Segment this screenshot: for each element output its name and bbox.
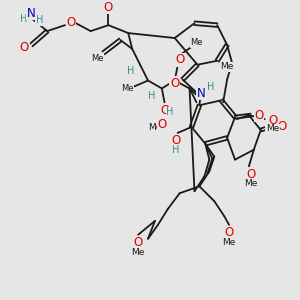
Text: Me: Me: [121, 84, 134, 93]
Text: H: H: [20, 14, 27, 24]
Text: Me: Me: [244, 179, 257, 188]
Text: H: H: [172, 145, 179, 155]
Text: Me: Me: [92, 54, 104, 63]
Text: O: O: [66, 16, 76, 29]
Text: O: O: [20, 41, 29, 54]
Text: O: O: [134, 236, 143, 249]
Text: O: O: [160, 104, 170, 117]
Text: O: O: [246, 168, 256, 181]
Text: O: O: [157, 118, 167, 130]
Text: O: O: [175, 53, 184, 66]
Text: N: N: [27, 7, 36, 20]
Text: O: O: [104, 1, 113, 14]
Text: O: O: [171, 134, 180, 147]
Text: O: O: [278, 119, 287, 133]
Text: Me: Me: [131, 248, 145, 257]
Text: H: H: [127, 66, 134, 76]
Text: Me: Me: [220, 62, 234, 71]
Text: Me: Me: [148, 124, 162, 133]
Text: O: O: [268, 114, 277, 127]
Text: H: H: [36, 15, 43, 25]
Text: O: O: [170, 77, 179, 90]
Text: Me: Me: [190, 38, 203, 47]
Text: Me: Me: [266, 124, 279, 134]
Text: H: H: [166, 107, 173, 117]
Text: H: H: [207, 82, 214, 92]
Text: N: N: [197, 87, 206, 100]
Text: O: O: [254, 109, 263, 122]
Text: Me: Me: [222, 238, 236, 247]
Text: H: H: [148, 91, 156, 101]
Text: O: O: [224, 226, 234, 239]
